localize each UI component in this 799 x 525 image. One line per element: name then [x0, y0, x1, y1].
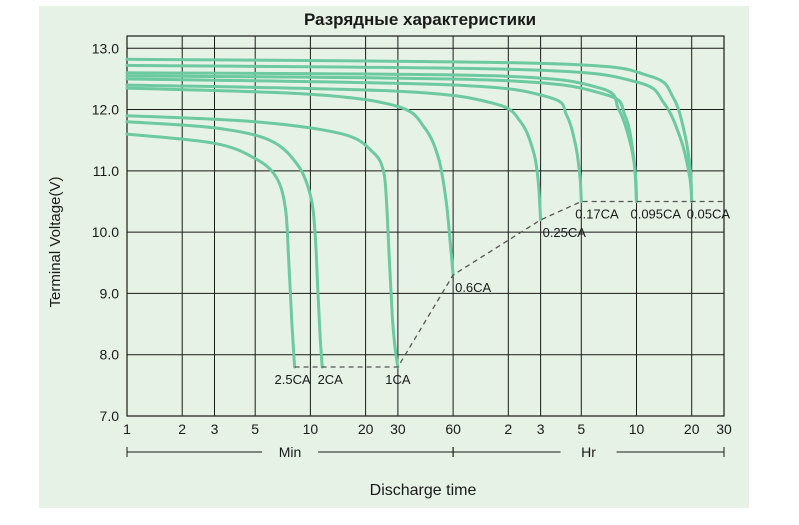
x-tick-label: 30: [716, 421, 732, 437]
discharge-curve: [125, 86, 455, 277]
x-axis-label: Discharge time: [370, 482, 477, 499]
y-tick-label: 8.0: [100, 347, 120, 363]
curve-label: 1CA: [385, 372, 411, 387]
x-tick-label: 30: [390, 421, 406, 437]
curve-label: 0.6CA: [455, 280, 491, 295]
x-tick-label: 3: [537, 421, 545, 437]
x-tick-label: 3: [211, 421, 219, 437]
curve-label: 2CA: [318, 372, 344, 387]
plot-frame: [126, 35, 725, 417]
group-label: Min: [279, 444, 302, 460]
x-tick-label: 20: [358, 421, 374, 437]
y-tick-label: 12.0: [92, 102, 119, 118]
curve-label: 0.095CA: [630, 206, 681, 221]
x-axis-ticks: 1 2 3 5 10 20 30 60 2 3 5 10 20 30: [123, 421, 732, 437]
x-tick-label: 60: [445, 421, 461, 437]
discharge-curve: [125, 132, 297, 369]
y-axis-label: Terminal Voltage(V): [47, 177, 64, 308]
group-label: Hr: [581, 444, 596, 460]
discharge-curves: [125, 57, 694, 369]
y-axis-ticks: 7.0 8.0 9.0 10.0 11.0 12.0 13.0: [92, 40, 119, 424]
x-tick-label: 1: [123, 421, 131, 437]
discharge-curve: [125, 114, 400, 369]
x-axis-groups: Min Hr: [126, 442, 725, 462]
y-tick-label: 11.0: [93, 163, 119, 179]
y-tick-label: 13.0: [92, 40, 119, 56]
group-label-background: [560, 442, 617, 462]
discharge-curve: [125, 77, 583, 203]
discharge-curve: [125, 57, 694, 203]
y-tick-label: 10.0: [92, 224, 119, 240]
x-tick-label: 10: [629, 421, 645, 437]
x-tick-label: 2: [504, 421, 512, 437]
discharge-curve: [125, 74, 638, 203]
x-tick-label: 5: [251, 421, 259, 437]
y-tick-label: 9.0: [100, 285, 120, 301]
curve-label: 2.5CA: [275, 372, 311, 387]
y-tick-label: 7.0: [100, 408, 120, 424]
curve-label: 0.25CA: [543, 225, 587, 240]
cutoff-voltage-line: [294, 200, 724, 368]
discharge-curve: [125, 63, 694, 203]
curve-label: 0.05CA: [687, 206, 731, 221]
x-tick-label: 20: [684, 421, 700, 437]
discharge-curve: [125, 83, 543, 222]
chart-title: Разрядные характеристики: [304, 10, 536, 29]
group-label-background: [262, 442, 319, 462]
curve-label: 0.17CA: [575, 206, 619, 221]
x-tick-label: 5: [577, 421, 585, 437]
cutoff-dashed-line: [294, 200, 724, 368]
discharge-curve: [125, 120, 324, 369]
x-tick-label: 2: [178, 421, 186, 437]
curve-labels: 2.5CA 2CA 1CA 0.6CA 0.25CA 0.17CA 0.095CA 0.05C…: [275, 206, 731, 386]
x-tick-label: 10: [303, 421, 319, 437]
